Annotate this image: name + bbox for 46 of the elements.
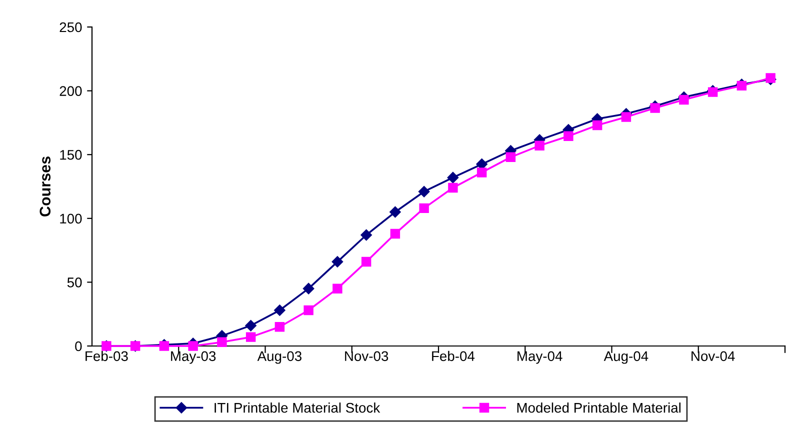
point xyxy=(188,341,198,351)
x-tick-label: May-04 xyxy=(518,351,562,364)
y-tick-label: 250 xyxy=(60,22,82,32)
point xyxy=(448,182,458,193)
point xyxy=(302,282,314,294)
point xyxy=(390,206,401,218)
point xyxy=(766,73,776,83)
point xyxy=(506,152,516,162)
point xyxy=(217,337,227,348)
point xyxy=(708,87,718,97)
point xyxy=(447,172,459,184)
legend-label: Modeled Printable Material xyxy=(517,402,680,413)
x-tick-label: Aug-03 xyxy=(257,351,302,364)
y-tick-label: 50 xyxy=(67,278,82,288)
point xyxy=(159,341,170,351)
legend-label: ITI Printable Material Stock xyxy=(214,402,380,413)
point xyxy=(360,229,372,241)
y-axis-title: Courses xyxy=(40,156,51,216)
point xyxy=(274,322,285,332)
y-tick-label: 100 xyxy=(60,214,82,224)
point xyxy=(621,112,632,122)
point xyxy=(476,168,487,178)
x-tick-label: May-03 xyxy=(171,351,216,364)
point xyxy=(418,186,430,198)
point xyxy=(361,256,372,267)
point xyxy=(274,304,286,316)
point xyxy=(390,228,400,239)
x-tick-label: Aug-04 xyxy=(604,351,648,364)
y-tick-label: 200 xyxy=(60,86,82,96)
x-tick-label: Nov-03 xyxy=(345,351,388,362)
point xyxy=(332,256,344,268)
point xyxy=(304,305,314,316)
point xyxy=(650,103,660,113)
point xyxy=(246,332,256,342)
x-tick-label: Feb-04 xyxy=(432,350,475,362)
point xyxy=(679,94,689,105)
point xyxy=(534,140,544,151)
y-tick-label: 0 xyxy=(75,341,82,352)
y-tick-label: 150 xyxy=(60,150,82,160)
point xyxy=(245,320,256,332)
x-tick-label: Feb-03 xyxy=(86,350,128,362)
x-tick-label: Nov-04 xyxy=(692,351,735,362)
point xyxy=(592,120,602,130)
point xyxy=(419,203,429,214)
point xyxy=(564,131,574,141)
point xyxy=(332,284,342,294)
